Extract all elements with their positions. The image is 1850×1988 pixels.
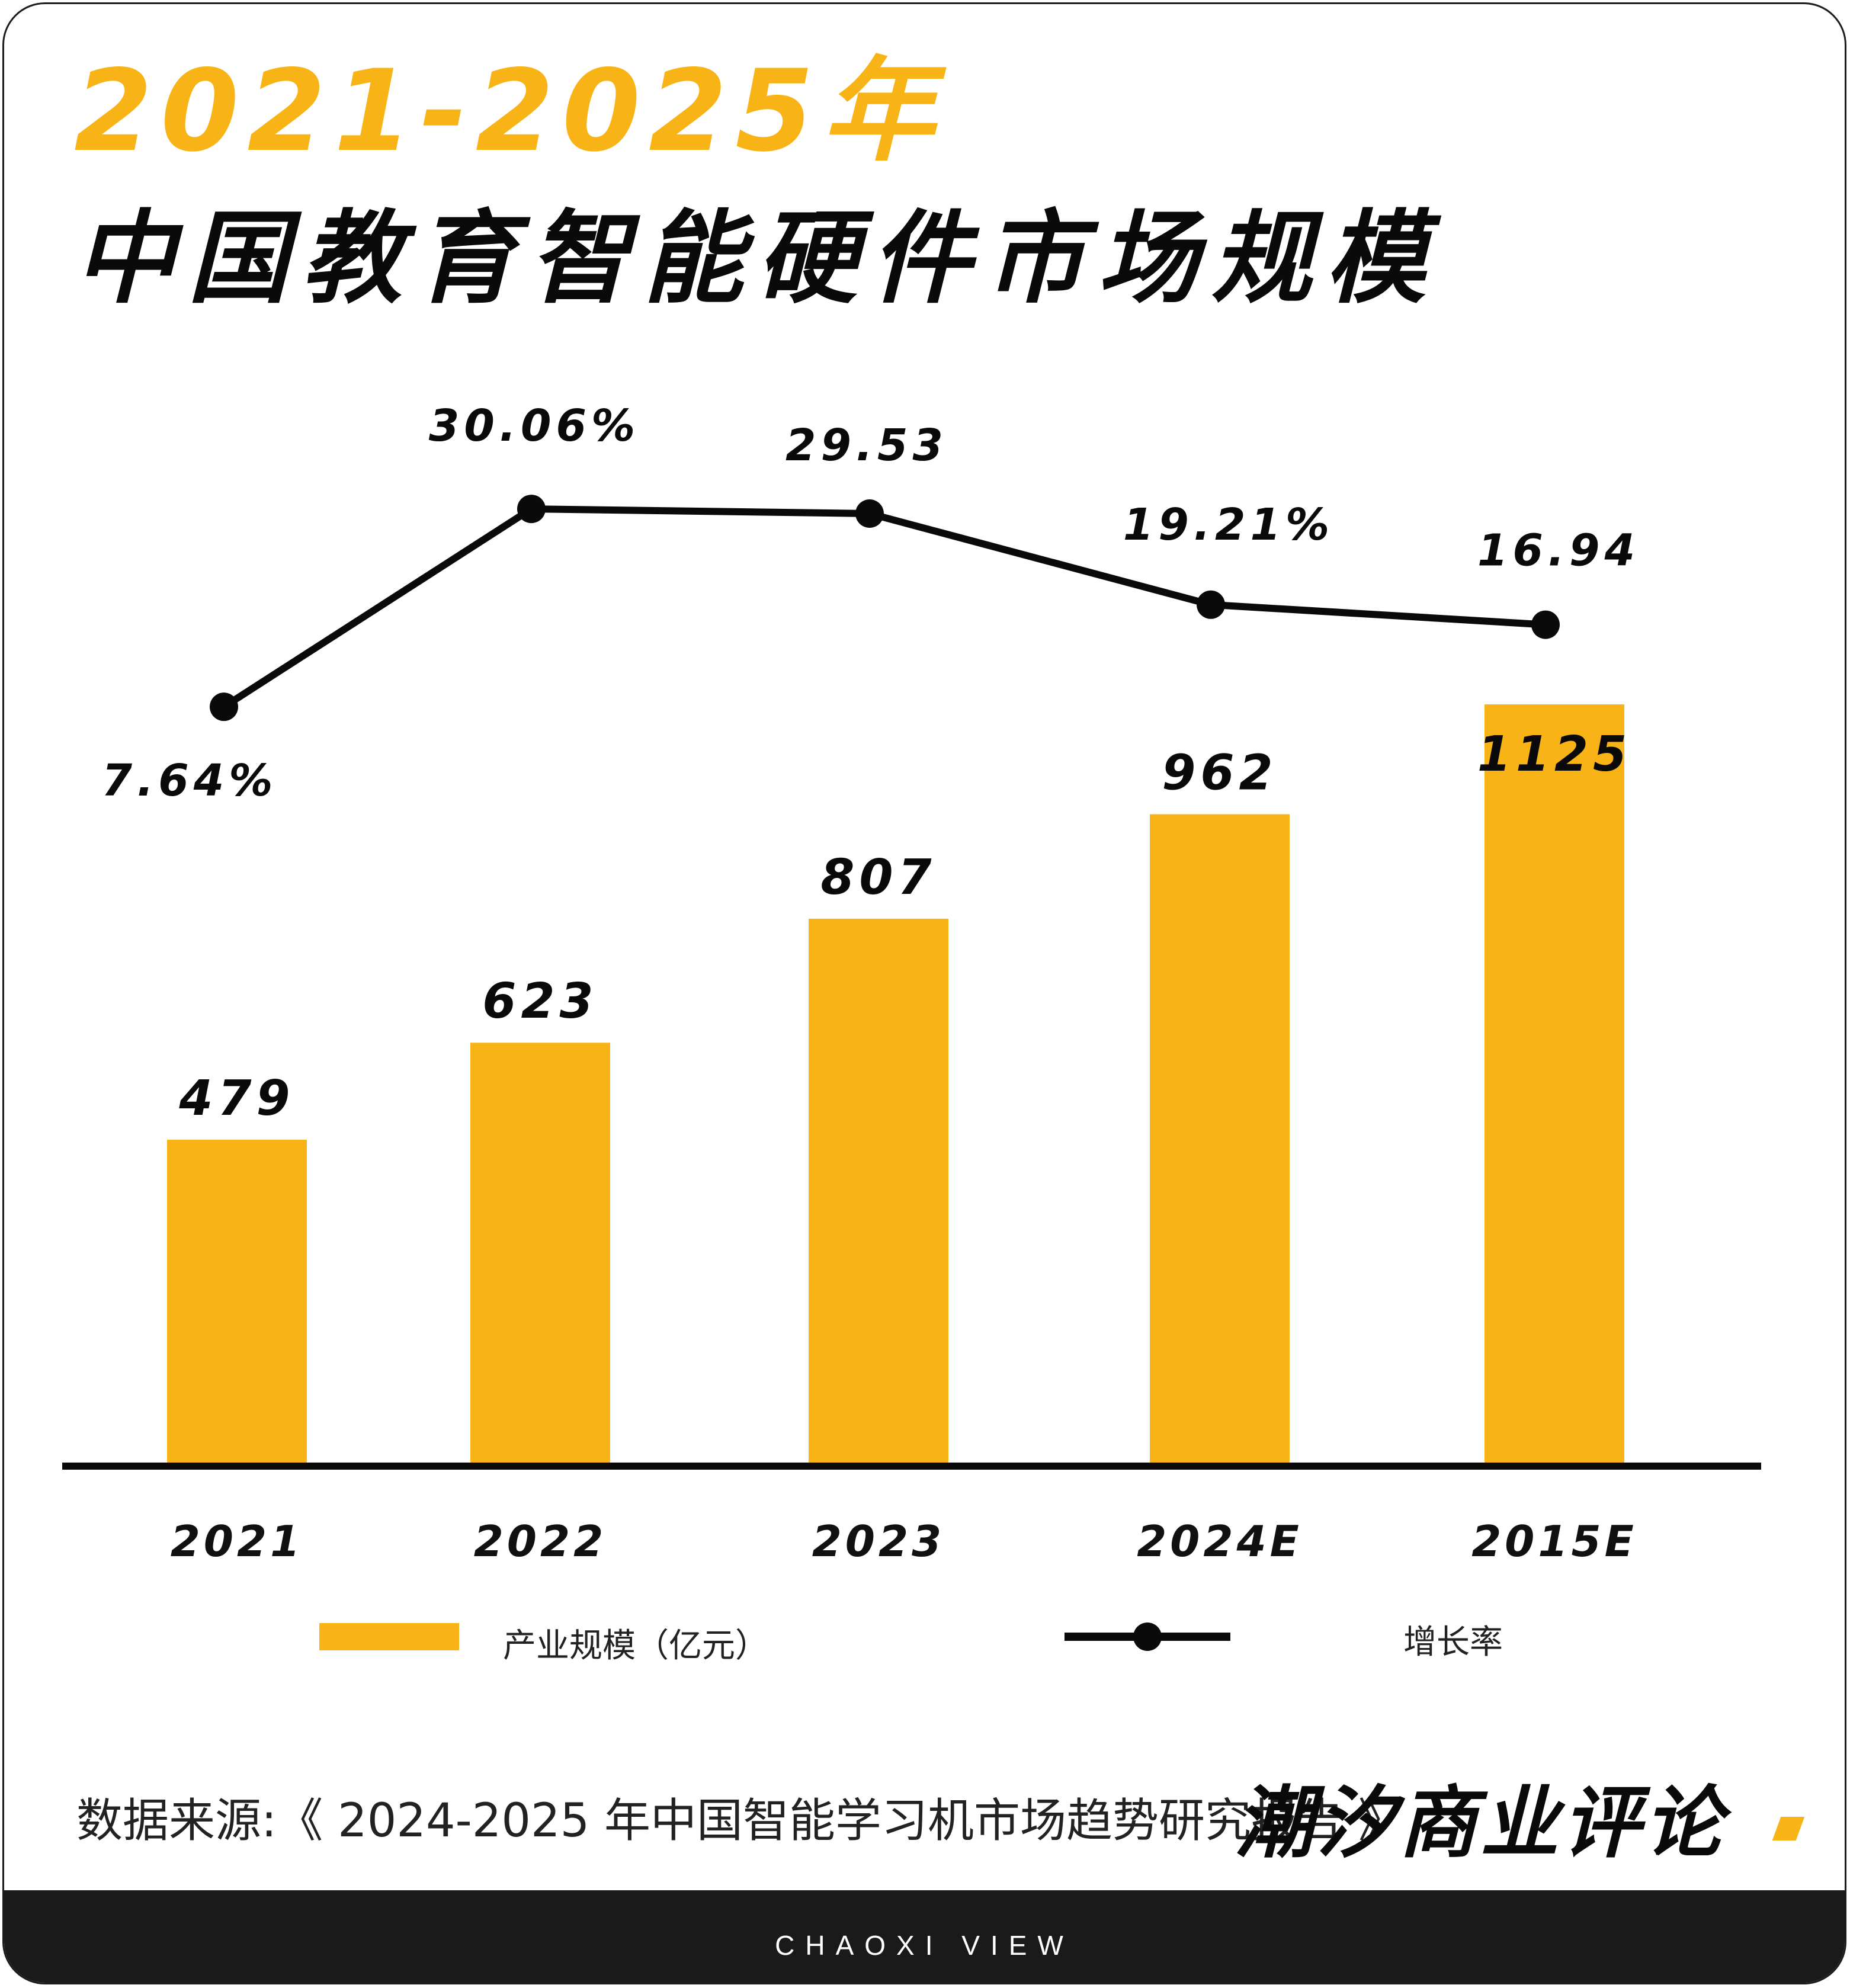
rate-point	[210, 692, 238, 722]
bar	[809, 918, 948, 1463]
rate-value-label: 29.53	[785, 420, 948, 471]
bar-value-label: 623	[482, 973, 598, 1030]
brand-logo: 潮汐商业评论	[1235, 1778, 1726, 1869]
bar	[1150, 814, 1290, 1463]
growth-rate-line	[222, 505, 1546, 710]
rate-value-label: 19.21%	[1123, 499, 1334, 550]
bar-value-label: 962	[1162, 745, 1277, 801]
x-tick-label: 2022	[474, 1516, 607, 1566]
bar	[1485, 704, 1624, 1463]
rate-point	[855, 499, 884, 528]
data-source: 数据来源:《 2024-2025 年中国智能学习机市场趋势研究报告 》	[76, 1794, 1405, 1848]
footer-text: CHAOXI VIEW	[775, 1930, 1074, 1961]
title-years: 2021-2025年	[74, 46, 943, 177]
x-tick-label: 2015E	[1471, 1516, 1637, 1566]
rate-point	[1197, 590, 1225, 619]
rate-value-label: 30.06%	[429, 400, 640, 451]
page-title: 中国教育智能硬件市场规模	[74, 200, 1439, 318]
x-tick-label: 2023	[812, 1516, 945, 1566]
bar-value-label: 807	[820, 849, 936, 906]
bar	[470, 1043, 610, 1463]
legend-line-dot	[1133, 1623, 1162, 1651]
rate-point	[517, 495, 546, 524]
x-tick-label: 2021	[171, 1516, 303, 1566]
rate-value-label: 7.64%	[102, 755, 278, 806]
rate-value-label: 16.94	[1477, 525, 1640, 576]
x-tick-label: 2024E	[1137, 1516, 1303, 1566]
legend-bar-swatch	[319, 1623, 459, 1650]
bar	[167, 1140, 307, 1463]
legend-line-label: 增长率	[1403, 1623, 1503, 1662]
rate-point	[1531, 610, 1560, 639]
legend-bar-label: 产业规模（亿元）	[503, 1627, 768, 1665]
bar-value-label: 479	[178, 1070, 294, 1127]
bar-value-label: 1125	[1477, 726, 1631, 783]
footer-bar: CHAOXI VIEW	[4, 1890, 1845, 1983]
